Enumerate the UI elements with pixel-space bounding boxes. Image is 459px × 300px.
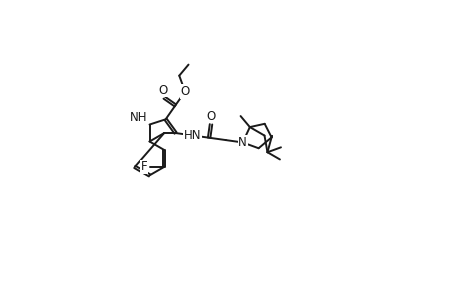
Text: O: O <box>180 85 189 98</box>
Text: HN: HN <box>183 129 201 142</box>
Text: O: O <box>206 110 215 123</box>
Text: F: F <box>140 160 147 173</box>
Text: O: O <box>158 84 168 97</box>
Text: NH: NH <box>129 111 147 124</box>
Text: N: N <box>238 136 246 149</box>
